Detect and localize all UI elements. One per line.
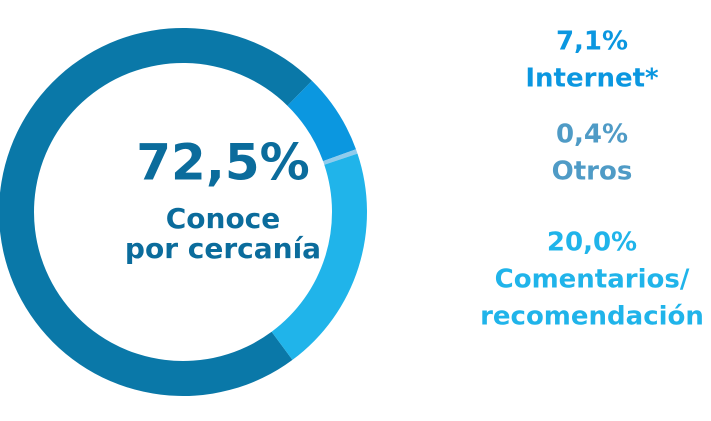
donut-segment <box>323 149 358 165</box>
category-label: Internet* <box>525 64 659 94</box>
category-label: Otros <box>552 157 633 187</box>
donut-segment <box>287 80 356 162</box>
category-label: recomendación <box>480 302 704 332</box>
center-label: por cercanía <box>125 232 321 265</box>
donut-segment <box>0 28 312 396</box>
value-label: 0,4% <box>556 120 628 150</box>
center-value: 72,5% <box>136 134 309 192</box>
center-label: Conoce <box>166 202 281 235</box>
value-label: 20,0% <box>547 228 637 258</box>
value-label: 7,1% <box>556 27 628 57</box>
donut-segment <box>271 153 368 360</box>
category-label: Comentarios/ <box>495 265 690 295</box>
